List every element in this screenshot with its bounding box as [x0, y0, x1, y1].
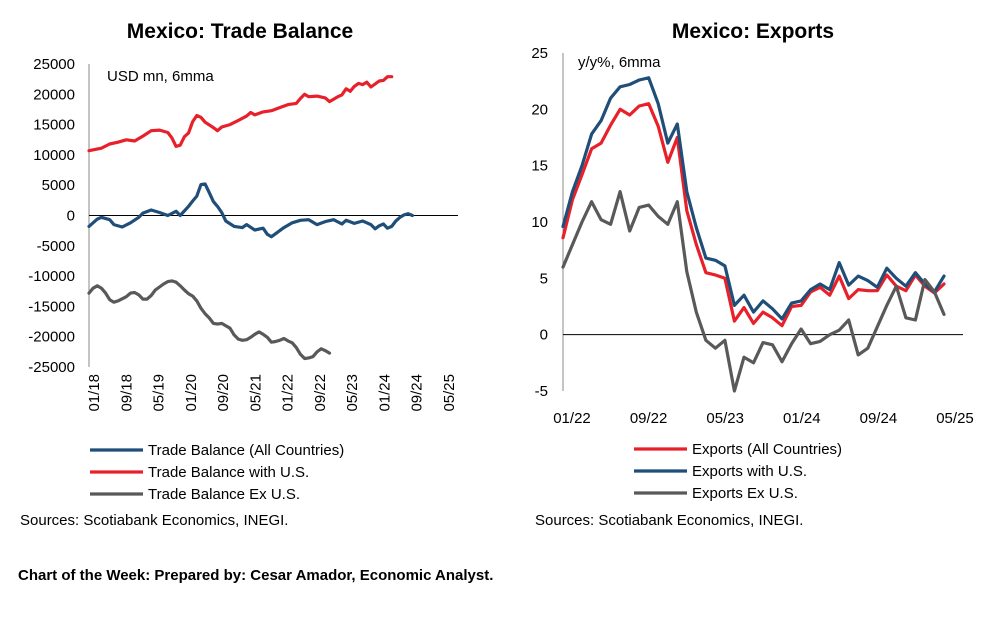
left-y-tick-label: -5000	[37, 238, 75, 255]
right-legend-label-2: Exports Ex U.S.	[692, 485, 798, 502]
right-y-tick-label: 25	[531, 45, 548, 62]
trade-balance-legend: Trade Balance (All Countries) Trade Balan…	[90, 442, 344, 503]
left-series-line-2	[87, 279, 332, 361]
right-y-tick-label: 20	[531, 101, 548, 118]
trade-balance-title: Mexico: Trade Balance	[127, 20, 353, 43]
right-x-tick-label: 09/24	[860, 410, 898, 427]
left-x-tick-label: 05/19	[151, 374, 168, 412]
trade-balance-chart: Mexico: Trade Balance USD mn, 6mma -2500…	[20, 20, 458, 529]
right-y-tick-label: 0	[540, 327, 548, 344]
right-legend-label-0: Exports (All Countries)	[692, 441, 842, 458]
left-y-tick-label: -15000	[28, 298, 75, 315]
left-x-tick-label: 09/20	[215, 374, 232, 412]
left-x-tick-label: 05/21	[247, 374, 264, 412]
left-y-tick-label: -10000	[28, 268, 75, 285]
left-x-tick-label: 05/25	[441, 374, 458, 412]
left-legend-label-1: Trade Balance with U.S.	[148, 464, 309, 481]
left-x-tick-label: 09/22	[312, 374, 329, 412]
left-x-tick-label: 01/22	[280, 374, 297, 412]
exports-legend: Exports (All Countries) Exports with U.S.…	[634, 441, 842, 502]
exports-chart: Mexico: Exports y/y%, 6mma -50510152025 …	[531, 20, 973, 529]
right-y-tick-label: 15	[531, 158, 548, 175]
right-y-tick-label: 5	[540, 270, 548, 287]
right-legend-label-1: Exports with U.S.	[692, 463, 807, 480]
footer-caption: Chart of the Week: Prepared by: Cesar Am…	[18, 567, 494, 584]
right-x-tick-label: 01/24	[783, 410, 821, 427]
exports-source: Sources: Scotiabank Economics, INEGI.	[535, 512, 803, 529]
left-x-tick-label: 01/20	[183, 374, 200, 412]
left-y-tick-label: 25000	[33, 56, 75, 73]
left-x-tick-label: 09/24	[409, 374, 426, 412]
trade-balance-unit-label: USD mn, 6mma	[107, 68, 214, 85]
left-series-line-1	[87, 75, 394, 153]
left-legend-label-2: Trade Balance Ex U.S.	[148, 486, 300, 503]
left-series-line-0	[87, 182, 414, 239]
exports-series	[561, 76, 946, 393]
right-series-line-1	[561, 76, 946, 321]
exports-x-ticks: 01/22 09/22 05/23 01/24 09/24 05/25	[553, 410, 974, 427]
right-y-tick-label: -5	[535, 383, 548, 400]
trade-balance-series	[87, 75, 414, 361]
left-x-tick-label: 01/18	[86, 374, 103, 412]
left-y-tick-label: 20000	[33, 86, 75, 103]
left-x-tick-label: 05/23	[344, 374, 361, 412]
trade-balance-source: Sources: Scotiabank Economics, INEGI.	[20, 512, 288, 529]
left-y-tick-label: 15000	[33, 117, 75, 134]
exports-y-ticks: -5 0 5 10 15 20 25	[531, 45, 548, 400]
trade-balance-y-ticks: -25000 -20000 -15000 -10000 -5000 0 5000 10000 1…	[28, 56, 75, 376]
right-x-tick-label: 05/25	[936, 410, 974, 427]
right-series-line-0	[561, 102, 946, 328]
exports-unit-label: y/y%, 6mma	[578, 54, 661, 71]
left-y-tick-label: 0	[67, 208, 75, 225]
left-x-tick-label: 01/24	[376, 374, 393, 412]
right-series-line-2	[561, 190, 946, 393]
left-y-tick-label: 10000	[33, 147, 75, 164]
left-y-tick-label: 5000	[42, 177, 75, 194]
left-legend-label-0: Trade Balance (All Countries)	[148, 442, 344, 459]
right-x-tick-label: 09/22	[630, 410, 668, 427]
left-y-tick-label: -25000	[28, 359, 75, 376]
trade-balance-x-ticks: 01/18 09/18 05/19 01/20 09/20 05/21 01/22 09/22…	[86, 374, 458, 412]
exports-title: Mexico: Exports	[672, 20, 834, 43]
left-x-tick-label: 09/18	[118, 374, 135, 412]
left-y-tick-label: -20000	[28, 329, 75, 346]
right-x-tick-label: 05/23	[706, 410, 744, 427]
right-x-tick-label: 01/22	[553, 410, 591, 427]
right-y-tick-label: 10	[531, 214, 548, 231]
